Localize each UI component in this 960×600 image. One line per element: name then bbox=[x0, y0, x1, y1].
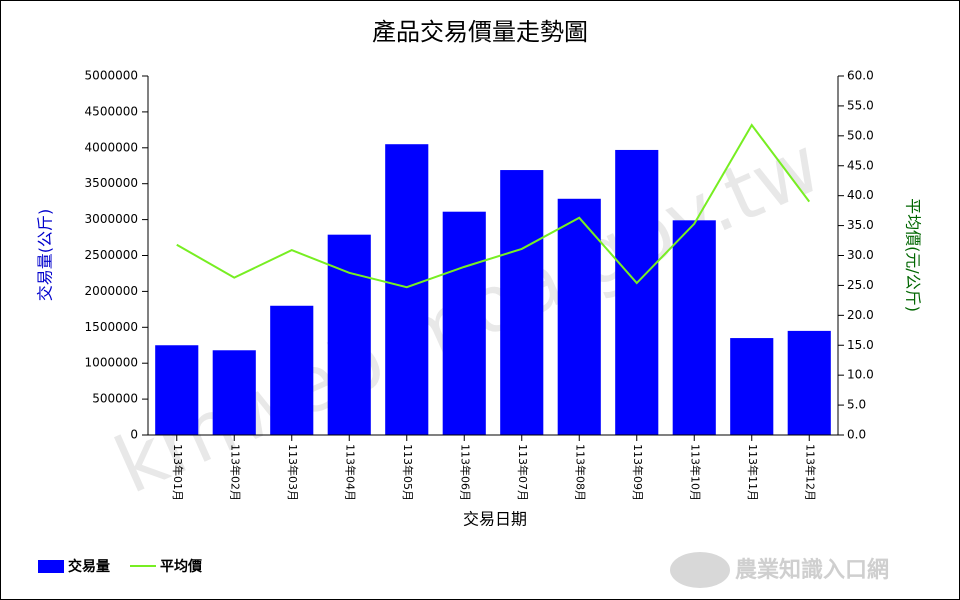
line bbox=[176, 123, 811, 289]
bar bbox=[672, 220, 716, 435]
y2-tick-label: 60.0 bbox=[847, 69, 874, 83]
x-tick-label: 113年06月 bbox=[458, 444, 472, 501]
bar bbox=[155, 345, 199, 435]
x-tick-label: 113年03月 bbox=[286, 444, 300, 501]
y2-tick-label: 30.0 bbox=[847, 248, 874, 262]
legend-swatch bbox=[38, 560, 64, 573]
logo-text: 農業知識入口網 bbox=[735, 557, 889, 583]
x-tick-label: 113年04月 bbox=[343, 444, 357, 501]
x-tick-label: 113年11月 bbox=[746, 444, 760, 501]
y2-axis-label: 平均價(元/公斤) bbox=[904, 198, 923, 312]
bar bbox=[442, 211, 486, 435]
x-axis-label: 交易日期 bbox=[463, 510, 527, 529]
y-tick-label: 3000000 bbox=[85, 212, 138, 226]
y2-tick-label: 45.0 bbox=[847, 158, 874, 172]
y-axis-label: 交易量(公斤) bbox=[36, 209, 55, 302]
x-tick-label: 113年05月 bbox=[401, 444, 415, 501]
x-tick-label: 113年12月 bbox=[803, 444, 817, 501]
y2-tick-label: 55.0 bbox=[847, 98, 874, 112]
logo-mark bbox=[670, 552, 730, 588]
y-tick-label: 500000 bbox=[92, 392, 138, 406]
legend-label: 平均價 bbox=[160, 558, 203, 575]
x-tick-label: 113年02月 bbox=[228, 444, 242, 501]
y-tick-label: 4500000 bbox=[85, 104, 138, 118]
bar bbox=[557, 198, 601, 435]
legend-label: 交易量 bbox=[68, 558, 110, 575]
y-tick-label: 4000000 bbox=[85, 140, 138, 154]
y-tick-label: 2000000 bbox=[85, 284, 138, 298]
bar bbox=[327, 234, 371, 435]
bar bbox=[212, 350, 256, 435]
y2-tick-label: 5.0 bbox=[847, 398, 866, 412]
y2-tick-label: 10.0 bbox=[847, 368, 874, 382]
y2-tick-label: 0.0 bbox=[847, 428, 866, 442]
bar bbox=[615, 149, 659, 436]
y-tick-label: 5000000 bbox=[85, 69, 138, 83]
y2-tick-label: 15.0 bbox=[847, 338, 874, 352]
y2-tick-label: 20.0 bbox=[847, 308, 874, 322]
y-tick-label: 0 bbox=[130, 428, 138, 442]
x-tick-label: 113年08月 bbox=[573, 444, 587, 501]
y2-tick-label: 35.0 bbox=[847, 218, 874, 232]
bar bbox=[787, 330, 831, 435]
x-tick-label: 113年07月 bbox=[516, 444, 530, 501]
y2-tick-label: 25.0 bbox=[847, 278, 874, 292]
y-tick-label: 2500000 bbox=[85, 248, 138, 262]
y-tick-label: 1000000 bbox=[85, 356, 138, 370]
x-tick-label: 113年10月 bbox=[688, 444, 702, 501]
y2-tick-label: 40.0 bbox=[847, 188, 874, 202]
x-tick-label: 113年09月 bbox=[631, 444, 645, 501]
y2-tick-label: 50.0 bbox=[847, 128, 874, 142]
bar bbox=[270, 305, 314, 435]
y-tick-label: 1500000 bbox=[85, 320, 138, 334]
bar bbox=[500, 170, 544, 436]
x-tick-label: 113年01月 bbox=[171, 444, 185, 501]
bar bbox=[385, 144, 429, 435]
bar bbox=[730, 338, 774, 435]
chart-title: 產品交易價量走勢圖 bbox=[372, 18, 588, 46]
y-tick-label: 3500000 bbox=[85, 176, 138, 190]
